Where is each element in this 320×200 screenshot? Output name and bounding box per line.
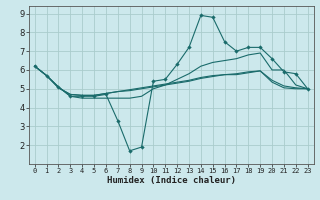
X-axis label: Humidex (Indice chaleur): Humidex (Indice chaleur) (107, 176, 236, 185)
